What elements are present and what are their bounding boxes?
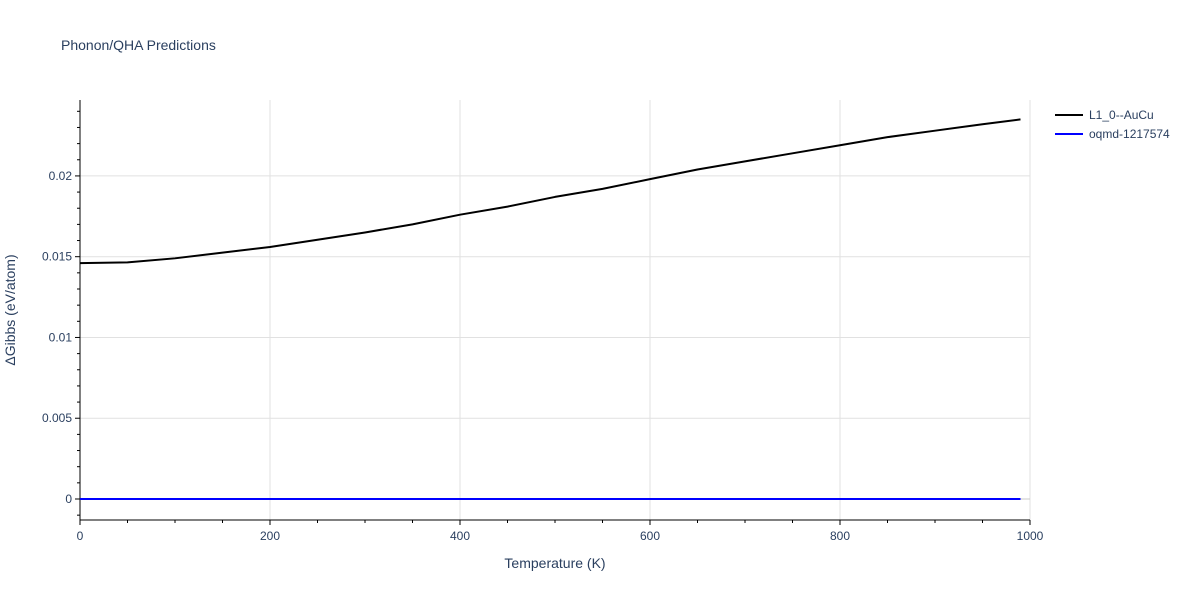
legend-label: oqmd-1217574	[1089, 127, 1170, 141]
x-tick-label: 600	[640, 529, 660, 543]
x-tick-label: 800	[830, 529, 850, 543]
series-lines	[79, 118, 1021, 500]
y-tick-label: 0.01	[49, 330, 73, 344]
axes: 0 200 400 600 800 1000 0 0.005 0.01 0.015 0.02	[42, 100, 1044, 543]
legend-item[interactable]: L1_0--AuCu	[1055, 108, 1154, 122]
y-tick-label: 0.005	[42, 411, 72, 425]
y-axis-title: ΔGibbs (eV/atom)	[2, 254, 18, 365]
x-tick-label: 400	[450, 529, 470, 543]
x-tick-label: 200	[260, 529, 280, 543]
x-axis-title: Temperature (K)	[504, 555, 605, 571]
chart-title: Phonon/QHA Predictions	[61, 37, 216, 53]
legend-item[interactable]: oqmd-1217574	[1055, 127, 1170, 141]
legend-label: L1_0--AuCu	[1089, 108, 1154, 122]
legend[interactable]: L1_0--AuCu oqmd-1217574	[1055, 108, 1170, 141]
grid-lines	[80, 100, 1031, 520]
x-tick-label: 1000	[1017, 529, 1044, 543]
x-tick-label: 0	[77, 529, 84, 543]
series-line-1	[79, 118, 1021, 265]
y-tick-label: 0.015	[42, 250, 72, 264]
y-tick-label: 0.02	[49, 169, 73, 183]
y-tick-label: 0	[65, 492, 72, 506]
